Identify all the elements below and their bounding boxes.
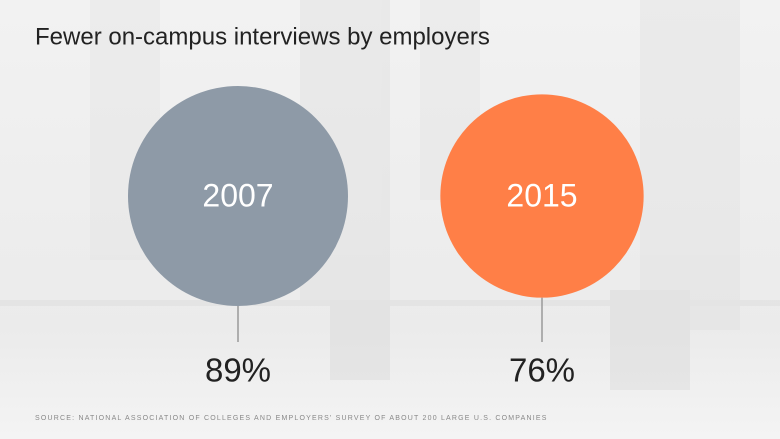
value-label: 76% [509, 352, 575, 389]
category-label: 2015 [506, 177, 577, 213]
chart-title: Fewer on-campus interviews by employers [35, 23, 490, 50]
background-photo [0, 0, 780, 390]
category-label: 2007 [202, 177, 273, 213]
source-note: SOURCE: NATIONAL ASSOCIATION OF COLLEGES… [35, 415, 548, 422]
bubble [440, 94, 644, 298]
value-label: 89% [205, 352, 271, 389]
bubble [128, 86, 348, 306]
